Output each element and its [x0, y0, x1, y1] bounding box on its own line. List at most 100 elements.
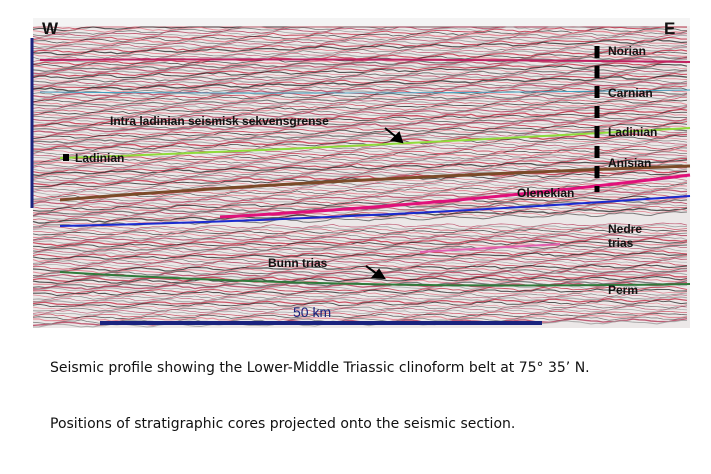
reflector	[32, 302, 688, 310]
reflector	[32, 294, 688, 303]
east-label: E	[664, 19, 676, 38]
reflector	[32, 230, 687, 239]
reflector	[32, 148, 688, 165]
seismic-section	[30, 18, 691, 328]
top-axis	[33, 18, 690, 26]
reflector	[32, 127, 688, 144]
reflector	[32, 183, 688, 200]
reflector	[32, 103, 688, 119]
reflector	[32, 157, 688, 174]
reflector	[32, 196, 688, 214]
reflector	[32, 147, 688, 164]
reflector	[32, 61, 688, 78]
reflector	[32, 105, 688, 122]
reflector	[32, 26, 687, 40]
reflector	[32, 266, 688, 274]
scale-label: 50 km	[293, 304, 332, 320]
reflector	[32, 278, 688, 286]
stage-label: Nedre trias	[608, 222, 643, 250]
reflector	[32, 240, 688, 249]
reflector	[32, 257, 688, 267]
reflector	[32, 306, 688, 314]
reflectors	[32, 26, 688, 328]
reflector	[32, 41, 688, 58]
reflector	[32, 107, 688, 124]
reflector	[32, 81, 688, 98]
reflector	[33, 33, 688, 50]
reflector	[32, 224, 688, 233]
reflector	[32, 137, 688, 154]
reflector	[32, 96, 687, 114]
reflector	[32, 95, 688, 112]
horizon-label: Bunn trias	[268, 256, 328, 270]
reflector	[32, 290, 688, 298]
reflector	[32, 276, 688, 285]
caption: Seismic profile showing the Lower-Middle…	[50, 360, 590, 376]
reflector	[32, 310, 688, 318]
reflector	[32, 187, 688, 204]
reflector	[32, 141, 688, 158]
reflector	[32, 304, 688, 312]
reflector	[32, 293, 688, 300]
reflector	[32, 284, 688, 292]
reflector	[32, 30, 688, 47]
reflector	[32, 93, 688, 110]
reflector	[32, 87, 688, 103]
reflector	[32, 89, 688, 106]
reflector	[32, 63, 688, 80]
reflector	[33, 111, 687, 127]
reflector	[32, 161, 688, 178]
reflector	[32, 46, 688, 62]
reflector	[32, 121, 688, 138]
reflector	[32, 43, 688, 60]
reflector	[32, 169, 688, 187]
reflector	[32, 75, 688, 92]
reflector	[32, 79, 688, 96]
reflector	[32, 252, 688, 260]
reflector	[32, 286, 688, 294]
reflector	[32, 99, 688, 116]
reflector	[32, 205, 688, 222]
reflector	[32, 203, 688, 220]
reflector	[32, 120, 688, 136]
reflector	[32, 316, 688, 325]
reflector	[32, 268, 688, 277]
reflector	[32, 115, 687, 132]
reflector	[32, 140, 688, 156]
horizon-label: Ladinian	[75, 151, 125, 165]
reflector	[32, 163, 688, 180]
arrows	[365, 127, 404, 280]
reflector	[32, 312, 688, 320]
reflector	[32, 69, 688, 86]
reflector	[32, 207, 688, 224]
reflector	[32, 100, 688, 118]
stage-label: Carnian	[608, 86, 653, 100]
reflector	[32, 248, 688, 256]
stage-label: Perm	[608, 283, 639, 297]
reflector	[32, 260, 687, 268]
reflector	[32, 91, 688, 108]
reflector	[32, 36, 687, 54]
reflector	[32, 55, 688, 73]
reflector	[32, 188, 688, 206]
reflector	[32, 85, 688, 102]
reflector	[32, 254, 688, 263]
reflector	[32, 34, 688, 52]
stage-label: Anisian	[608, 156, 652, 170]
reflector	[32, 296, 688, 304]
reflector	[32, 122, 688, 140]
reflector	[32, 26, 688, 41]
core-marker	[63, 154, 69, 161]
reflector	[32, 153, 688, 169]
reflector	[32, 133, 688, 150]
reflector	[32, 256, 688, 264]
reflector	[32, 83, 688, 101]
reflector	[32, 175, 688, 191]
reflector	[32, 222, 688, 230]
reflector	[32, 58, 688, 76]
reflector	[32, 193, 688, 210]
reflector	[32, 232, 688, 241]
reflector	[32, 195, 688, 212]
reflector	[32, 241, 688, 251]
